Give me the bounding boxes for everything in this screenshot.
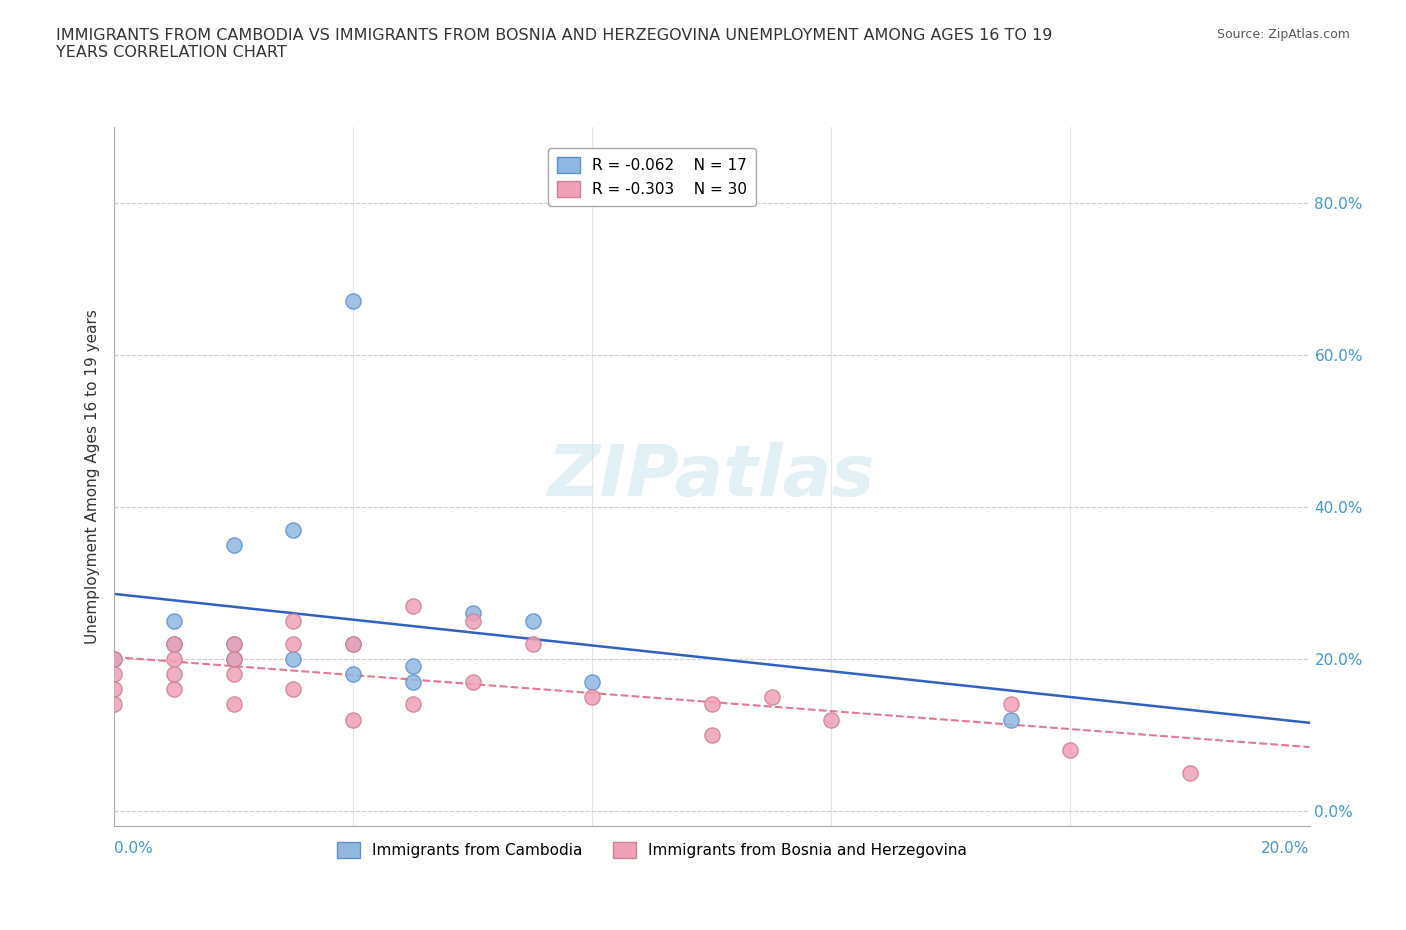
Point — [461, 613, 484, 628]
Point — [103, 682, 125, 697]
Point — [163, 682, 186, 697]
Point — [283, 522, 305, 537]
Point — [222, 651, 245, 666]
Point — [581, 674, 603, 689]
Point — [222, 697, 245, 711]
Point — [1000, 712, 1022, 727]
Point — [522, 613, 544, 628]
Point — [522, 636, 544, 651]
Point — [222, 636, 245, 651]
Point — [402, 598, 425, 613]
Point — [461, 605, 484, 620]
Point — [163, 651, 186, 666]
Point — [461, 674, 484, 689]
Point — [342, 294, 364, 309]
Point — [342, 712, 364, 727]
Text: 0.0%: 0.0% — [114, 842, 153, 857]
Point — [103, 697, 125, 711]
Point — [700, 697, 723, 711]
Point — [283, 636, 305, 651]
Point — [1000, 697, 1022, 711]
Point — [342, 667, 364, 682]
Point — [163, 636, 186, 651]
Point — [222, 667, 245, 682]
Point — [342, 636, 364, 651]
Point — [1178, 765, 1201, 780]
Point — [283, 613, 305, 628]
Point — [283, 651, 305, 666]
Point — [103, 651, 125, 666]
Text: ZIPatlas: ZIPatlas — [548, 442, 876, 511]
Point — [342, 636, 364, 651]
Legend: Immigrants from Cambodia, Immigrants from Bosnia and Herzegovina: Immigrants from Cambodia, Immigrants fro… — [328, 833, 976, 868]
Point — [581, 689, 603, 704]
Point — [222, 636, 245, 651]
Point — [222, 538, 245, 552]
Point — [103, 667, 125, 682]
Point — [700, 727, 723, 742]
Y-axis label: Unemployment Among Ages 16 to 19 years: Unemployment Among Ages 16 to 19 years — [86, 309, 100, 644]
Point — [222, 651, 245, 666]
Point — [402, 674, 425, 689]
Point — [283, 682, 305, 697]
Point — [103, 651, 125, 666]
Text: 20.0%: 20.0% — [1261, 842, 1309, 857]
Text: IMMIGRANTS FROM CAMBODIA VS IMMIGRANTS FROM BOSNIA AND HERZEGOVINA UNEMPLOYMENT : IMMIGRANTS FROM CAMBODIA VS IMMIGRANTS F… — [56, 28, 1053, 60]
Point — [163, 667, 186, 682]
Point — [402, 659, 425, 674]
Point — [163, 613, 186, 628]
Text: Source: ZipAtlas.com: Source: ZipAtlas.com — [1216, 28, 1350, 41]
Point — [761, 689, 783, 704]
Point — [1059, 742, 1081, 757]
Point — [402, 697, 425, 711]
Point — [820, 712, 842, 727]
Point — [163, 636, 186, 651]
